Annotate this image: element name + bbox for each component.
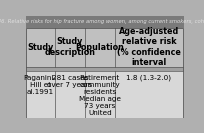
Text: Population: Population [75,43,124,52]
Text: 281 cases
over 7 years: 281 cases over 7 years [47,75,92,88]
Bar [26,28,184,67]
Text: Table 3.46. Relative risks for hip fracture among women, among current smokers, : Table 3.46. Relative risks for hip fract… [0,19,204,24]
Text: Study
description: Study description [44,38,95,57]
Bar [26,71,184,118]
Text: Study: Study [27,43,53,52]
Text: Retirement
community
residents
Median age
73 years
United: Retirement community residents Median ag… [79,75,121,116]
Text: 1.8 (1.3-2.0): 1.8 (1.3-2.0) [126,75,171,81]
Bar [26,28,183,118]
Bar [26,67,184,71]
Text: Age-adjusted
relative risk
(% confidence
interval: Age-adjusted relative risk (% confidence… [117,27,181,67]
Text: Paganini-
Hill et
al.1991: Paganini- Hill et al.1991 [24,75,57,95]
Bar [26,16,184,28]
